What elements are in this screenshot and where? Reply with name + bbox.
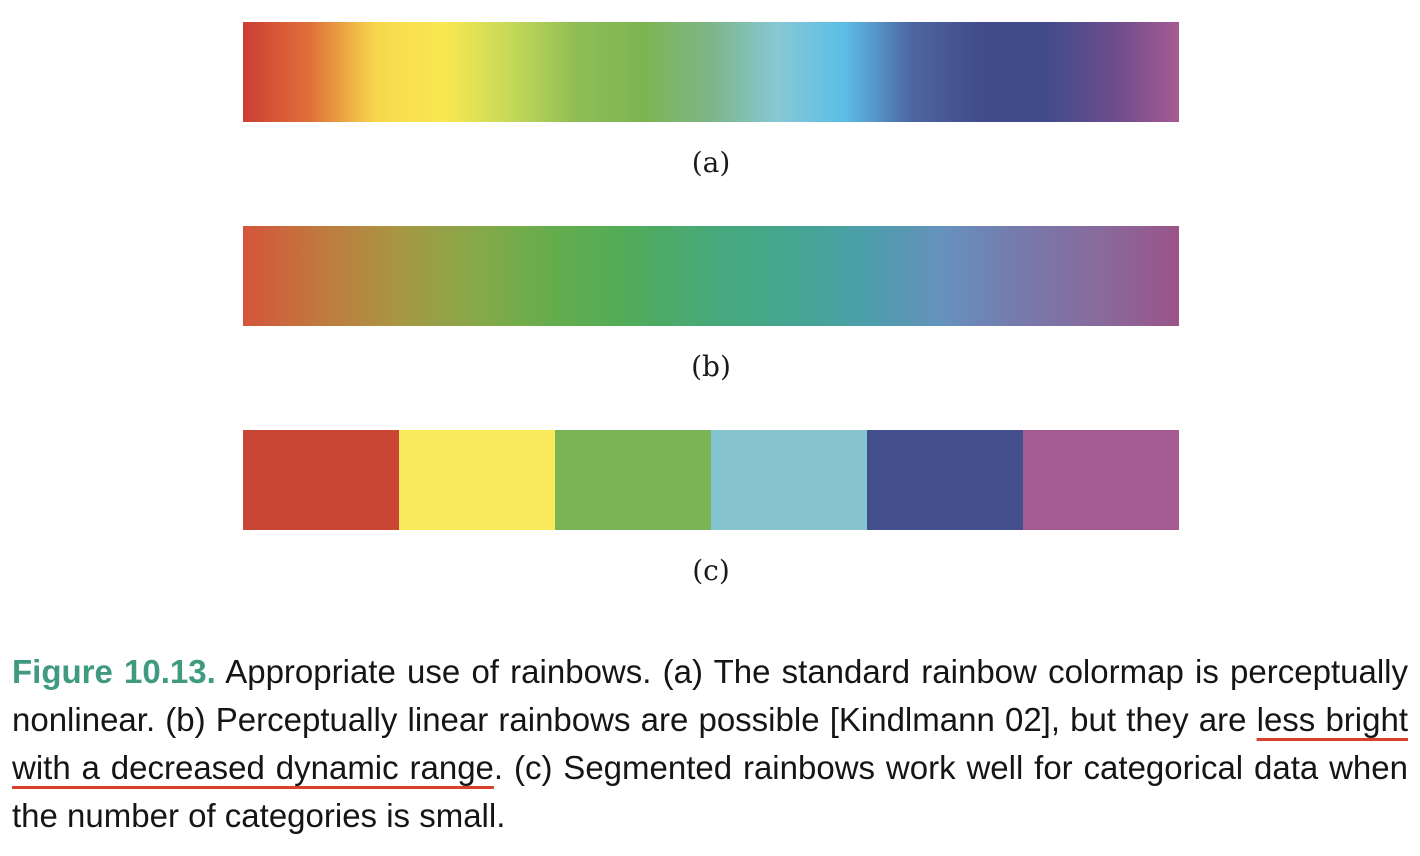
color-segment-4 — [711, 430, 867, 530]
caption-text-after: . (c) Segmented rainbows work well for c… — [12, 749, 1408, 834]
color-segment-1 — [243, 430, 399, 530]
subfigure-label-b: (b) — [691, 350, 731, 383]
color-segment-3 — [555, 430, 711, 530]
caption-text-before: Appropriate use of rainbows. (a) The sta… — [12, 653, 1408, 738]
perceptual-rainbow-colormap — [243, 226, 1179, 326]
standard-rainbow-colormap — [243, 22, 1179, 122]
subfigure-label-c: (c) — [692, 554, 730, 587]
subfigure-label-a: (a) — [691, 146, 731, 179]
figure-number: Figure 10.13. — [12, 653, 216, 690]
figure-caption: Figure 10.13. Appropriate use of rainbow… — [12, 648, 1408, 840]
caption-underlined-phrase: less bright with a decreased dynamic ran… — [12, 701, 1409, 786]
segmented-rainbow-colormap — [243, 430, 1179, 530]
color-segment-5 — [867, 430, 1023, 530]
color-segment-2 — [399, 430, 555, 530]
color-segment-6 — [1023, 430, 1179, 530]
